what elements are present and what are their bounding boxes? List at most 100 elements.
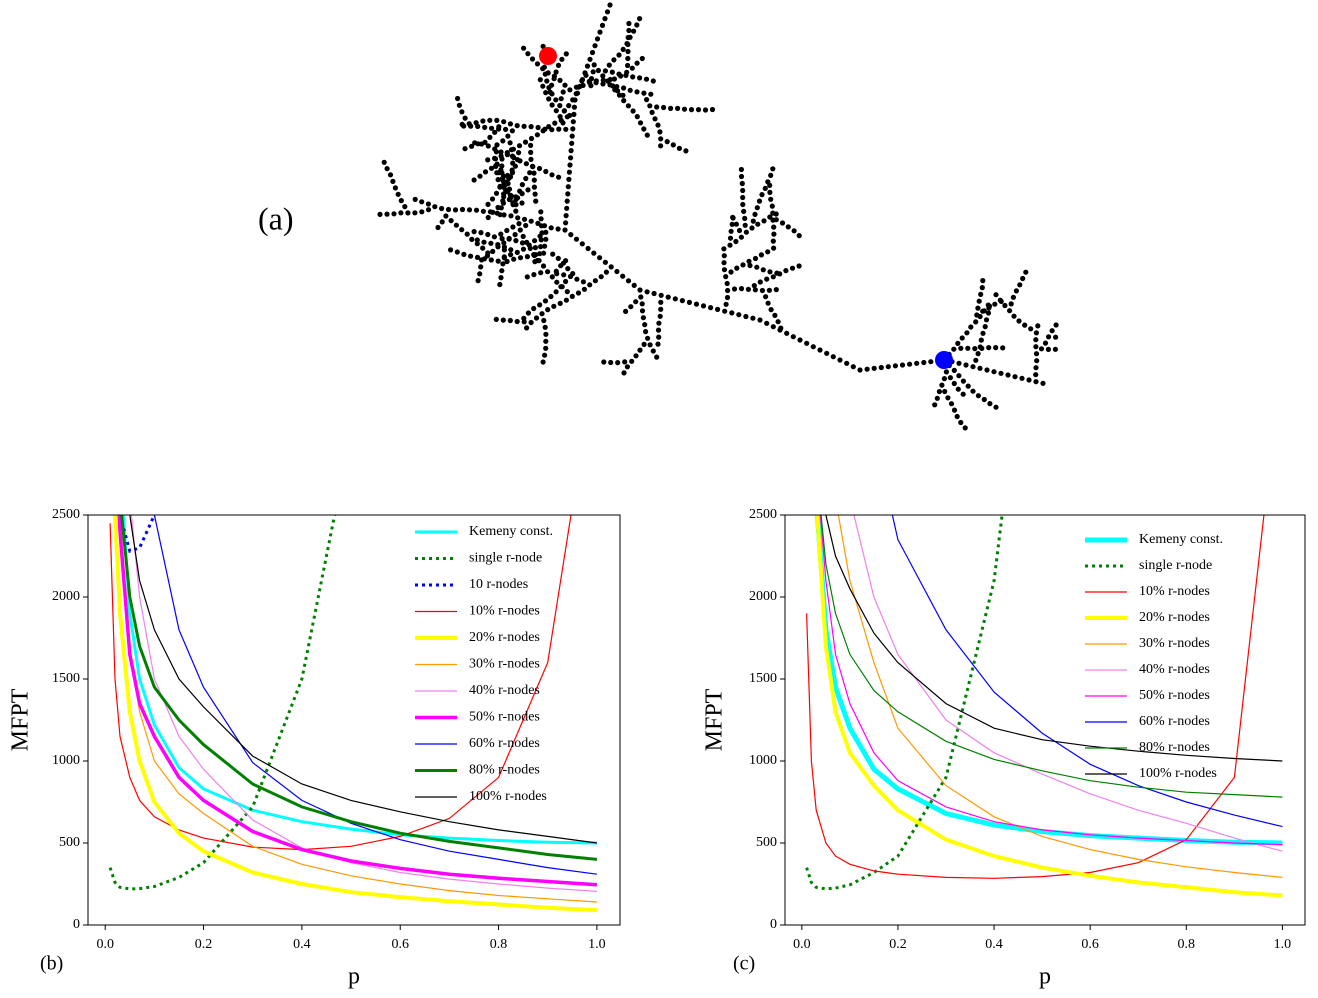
tree-node <box>998 370 1004 376</box>
tree-node <box>1011 313 1017 319</box>
tree-node <box>607 82 613 88</box>
tree-node <box>941 376 948 382</box>
tree-node <box>746 258 752 264</box>
tree-node <box>951 346 957 352</box>
tree-node <box>759 192 765 198</box>
tree-node <box>499 236 505 242</box>
tree-node <box>1034 358 1040 364</box>
tree-node <box>509 128 515 134</box>
tree-node <box>546 85 552 91</box>
tree-node <box>947 375 954 381</box>
tree-node <box>501 240 507 246</box>
y-tick-label: 1500 <box>52 671 80 686</box>
tree-node <box>551 73 558 79</box>
tree-node <box>565 191 571 197</box>
tree-node <box>527 245 533 251</box>
tree-node <box>519 182 526 188</box>
tree-node <box>978 337 984 343</box>
tree-node <box>512 232 518 238</box>
x-axis-label: p <box>1039 964 1051 990</box>
tree-node <box>535 124 541 131</box>
tree-node <box>523 222 529 229</box>
tree-node <box>445 206 452 213</box>
tree-node <box>980 278 986 284</box>
tree-node <box>514 318 520 325</box>
tree-node <box>681 106 688 112</box>
tree-node <box>543 338 549 344</box>
tree-node <box>985 302 991 308</box>
tree-node <box>790 334 796 340</box>
tree-node <box>543 90 549 96</box>
tree-node <box>485 201 491 207</box>
y-tick-label: 1500 <box>749 671 777 686</box>
tree-node <box>559 284 565 290</box>
legend-label: 10 r-nodes <box>469 577 528 592</box>
tree-node <box>638 294 644 300</box>
tree-node <box>727 235 734 241</box>
tree-node <box>477 173 483 179</box>
tree-node <box>983 317 990 323</box>
series-line <box>825 515 1283 762</box>
tree-node <box>481 239 487 245</box>
series-line <box>820 515 1283 798</box>
tree-node <box>587 56 593 62</box>
tree-node <box>686 299 693 305</box>
tree-node <box>475 278 481 284</box>
tree-node <box>621 85 627 91</box>
tree-node <box>507 174 514 180</box>
tree-node <box>580 82 586 88</box>
tree-node <box>501 191 507 197</box>
tree-node <box>645 335 651 341</box>
tree-node <box>771 224 777 230</box>
tree-node <box>528 156 534 162</box>
tree-node <box>390 178 396 184</box>
tree-node <box>492 129 498 135</box>
tree-node <box>524 239 530 245</box>
tree-node <box>639 308 646 314</box>
tree-node <box>485 250 491 256</box>
tree-node <box>491 234 497 240</box>
tree-node <box>634 22 640 28</box>
tree-node <box>768 307 774 313</box>
tree-node <box>517 158 523 164</box>
tree-node <box>506 235 512 242</box>
tree-node <box>541 250 547 256</box>
tree-node <box>985 310 992 316</box>
tree-node <box>479 257 485 263</box>
x-tick-label: 0.4 <box>985 937 1003 952</box>
tree-node <box>750 218 756 224</box>
tree-node <box>616 92 623 98</box>
tree-node <box>1023 269 1029 275</box>
tree-node <box>736 227 743 234</box>
tree-node <box>480 208 486 214</box>
tree-node <box>531 305 537 312</box>
tree-node <box>616 52 622 58</box>
tree-node <box>993 292 999 298</box>
tree-node <box>493 190 500 196</box>
tree-node <box>708 305 714 311</box>
tree-node <box>964 330 970 336</box>
tree-node <box>485 214 491 221</box>
tree-node <box>797 337 803 343</box>
tree-node <box>541 317 547 324</box>
series-line <box>130 515 597 892</box>
tree-node <box>639 301 645 307</box>
tree-node <box>473 207 480 213</box>
tree-node <box>559 56 565 62</box>
plot-frame <box>87 514 621 926</box>
tree-node <box>592 43 598 49</box>
tree-node <box>945 395 951 401</box>
tree-node <box>469 143 475 149</box>
tree-node <box>620 273 626 279</box>
tree-node <box>767 214 773 220</box>
panel-label: (b) <box>40 953 63 975</box>
tree-node <box>563 213 569 219</box>
tree-node <box>960 391 966 397</box>
tree-node <box>661 104 667 111</box>
tree-node <box>702 107 709 113</box>
series-line <box>117 515 598 887</box>
tree-node <box>546 96 552 102</box>
series-line <box>815 515 1283 898</box>
tree-node <box>609 69 615 75</box>
tree-node <box>532 245 539 251</box>
